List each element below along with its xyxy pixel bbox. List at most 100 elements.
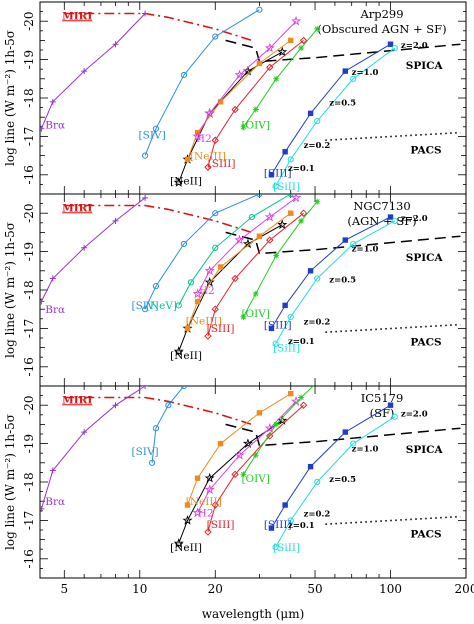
- series-siii: [204, 36, 308, 171]
- data-point: [192, 288, 203, 299]
- series-label: [OIV]: [241, 120, 270, 132]
- series-siii: [204, 209, 308, 340]
- data-point: [81, 429, 88, 436]
- data-point: [268, 525, 275, 531]
- series-label: H2: [198, 508, 214, 520]
- data-point: [391, 413, 398, 420]
- y-tick-label: -17: [22, 319, 36, 338]
- data-point: [231, 470, 239, 479]
- series-h2: [192, 395, 302, 518]
- data-point: [40, 505, 45, 512]
- series-line: [187, 212, 291, 329]
- data-point: [314, 198, 321, 205]
- series-h2: [192, 15, 302, 141]
- data-point: [242, 438, 254, 448]
- x-tick-label: 50: [307, 582, 322, 596]
- data-point: [192, 131, 203, 141]
- series-line: [197, 401, 297, 513]
- series-line: [144, 194, 260, 310]
- panel-title: NGC7130: [353, 199, 410, 213]
- spica-sensitivity-curve: [225, 423, 461, 447]
- data-point: [350, 440, 357, 447]
- series-oiv: [240, 386, 314, 478]
- data-point: [277, 219, 288, 230]
- series-label: [SIII]: [207, 323, 235, 335]
- y-tick-label: -18: [22, 280, 36, 299]
- data-point: [234, 69, 245, 80]
- x-tick-label: 5: [60, 582, 68, 596]
- data-point: [248, 213, 256, 221]
- y-tick-label: -16: [22, 165, 36, 184]
- data-point: [256, 60, 263, 67]
- redshift-label: z=0.2: [304, 510, 331, 520]
- series-line: [242, 28, 318, 128]
- data-point: [277, 46, 288, 57]
- data-point: [112, 402, 119, 409]
- data-point: [268, 172, 275, 178]
- redshift-label: z=0.5: [329, 475, 356, 485]
- series-siii_blue: [268, 41, 394, 178]
- data-point: [307, 110, 314, 117]
- data-point: [391, 217, 398, 224]
- data-point: [175, 302, 182, 309]
- data-point: [231, 105, 239, 114]
- series-label: Brα: [45, 304, 65, 316]
- data-point: [299, 209, 308, 217]
- data-point: [264, 422, 275, 433]
- data-point: [173, 177, 184, 187]
- data-point: [387, 214, 394, 220]
- data-point: [350, 240, 357, 248]
- data-point: [234, 234, 245, 245]
- redshift-label: z=1.0: [352, 68, 379, 78]
- y-tick-label: -20: [22, 12, 36, 31]
- data-point: [141, 152, 149, 159]
- x-ticks: [39, 1, 467, 195]
- data-point: [142, 10, 149, 17]
- series-line: [242, 386, 314, 475]
- data-point: [217, 264, 224, 270]
- data-point: [288, 37, 294, 44]
- data-point: [299, 401, 308, 409]
- data-point: [287, 156, 294, 163]
- redshift-label: z=0.1: [288, 337, 315, 347]
- series-label: [SIII]: [264, 519, 292, 531]
- data-point: [184, 502, 191, 508]
- series-siv: [149, 386, 188, 466]
- data-point: [290, 194, 302, 203]
- data-point: [231, 274, 239, 283]
- data-point: [287, 194, 294, 198]
- data-point: [204, 528, 212, 536]
- series-label: [OIV]: [241, 308, 270, 320]
- series-siv: [141, 194, 263, 313]
- plot-area: [40, 194, 461, 356]
- x-tick-label: 10: [132, 582, 147, 596]
- miri-label: MIRI: [62, 394, 92, 406]
- series-neiii: [184, 390, 294, 508]
- series-label: H2: [196, 133, 212, 145]
- redshift-label: z=0.1: [288, 521, 315, 531]
- data-point: [112, 41, 119, 48]
- redshift-label: z=1.0: [352, 444, 379, 454]
- redshift-label: z=2.0: [401, 410, 428, 420]
- data-point: [342, 429, 348, 435]
- data-point: [152, 425, 160, 432]
- series-line: [144, 9, 260, 156]
- y-axis-label: log line (W m⁻²) 1h-5σ: [3, 222, 17, 358]
- data-point: [194, 475, 201, 481]
- data-point: [266, 432, 274, 440]
- data-point: [187, 279, 195, 286]
- y-tick-label: -19: [22, 50, 36, 69]
- series-line: [40, 386, 146, 510]
- redshift-label: z=0.1: [288, 164, 315, 174]
- spica-label: SPICA: [406, 60, 444, 72]
- data-point: [307, 268, 314, 274]
- data-point: [141, 306, 149, 313]
- series-label: Brα: [45, 496, 65, 508]
- y-tick-label: -19: [22, 242, 36, 261]
- series-siv: [141, 6, 263, 159]
- pacs-sensitivity-curve: [325, 131, 461, 141]
- series-line: [275, 47, 396, 187]
- data-point: [256, 233, 263, 239]
- data-point: [184, 156, 191, 163]
- series-label: [SIII]: [264, 319, 292, 331]
